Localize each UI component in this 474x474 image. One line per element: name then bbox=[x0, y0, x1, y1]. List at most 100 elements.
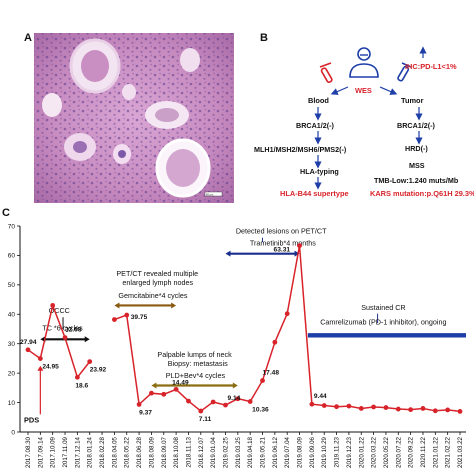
detected-label: Detected lesions on PET/CT bbox=[236, 226, 327, 235]
chart-annotations: PDS OCCC TC *6 cycles PET/CT revealed multi… bbox=[24, 226, 466, 425]
data-point bbox=[346, 403, 352, 409]
tumor-result: KARS mutation:p.Q61H 29.3% bbox=[370, 189, 474, 198]
data-point bbox=[62, 335, 68, 340]
line-chart: PDS OCCC TC *6 cycles PET/CT revealed multi… bbox=[8, 223, 466, 468]
tram-bracket-left-head bbox=[225, 250, 231, 257]
data-label: 7.11 bbox=[199, 416, 212, 423]
x-tick-label: 2017.11.09 bbox=[62, 436, 69, 467]
data-point bbox=[124, 312, 130, 318]
y-tick-label: 0 bbox=[11, 429, 15, 436]
scale-bar-label: 50 μm bbox=[206, 193, 213, 197]
x-tick-label: 2020.05.22 bbox=[383, 436, 390, 468]
data-point bbox=[186, 398, 191, 404]
chart-y-ticks: 0 10 20 30 40 50 60 70 bbox=[8, 223, 20, 436]
data-label: 17.48 bbox=[263, 370, 280, 377]
camre-bar bbox=[307, 333, 466, 338]
palpable-label: Palpable lumps of neck bbox=[157, 350, 232, 359]
chart-series bbox=[25, 243, 463, 414]
x-tick-label: 2018.05.22 bbox=[124, 436, 131, 468]
vial-icon bbox=[397, 62, 412, 82]
gem-bracket-left-head bbox=[114, 302, 120, 309]
pld-bracket-right-head bbox=[232, 382, 238, 389]
x-tick-label: 2018.09.07 bbox=[161, 436, 168, 468]
data-label: 9.44 bbox=[314, 393, 327, 400]
tc-bracket-right-head bbox=[84, 336, 90, 343]
y-tick-label: 20 bbox=[8, 370, 16, 377]
x-tick-label: 2019.05.21 bbox=[260, 436, 267, 468]
x-tick-label: 2017.12.14 bbox=[74, 436, 81, 468]
y-tick-label: 50 bbox=[8, 282, 16, 289]
data-label: 32.08 bbox=[65, 327, 82, 334]
data-label: 39.75 bbox=[131, 314, 148, 321]
data-point bbox=[25, 347, 31, 353]
data-point bbox=[161, 391, 167, 397]
arrow-wes-blood bbox=[330, 86, 349, 95]
x-tick-label: 2018.04.05 bbox=[111, 436, 118, 468]
data-point bbox=[260, 378, 265, 383]
tumor-label: Tumor bbox=[401, 96, 424, 105]
tram-label: Trametinib*4 months bbox=[250, 239, 316, 248]
x-tick-label: 2019.04.18 bbox=[247, 436, 254, 468]
x-tick-label: 2019.07.04 bbox=[284, 436, 291, 468]
data-point bbox=[37, 356, 43, 361]
occc-label: OCCC bbox=[49, 306, 70, 315]
data-point bbox=[210, 399, 216, 405]
data-point bbox=[334, 404, 339, 410]
x-tick-label: 2018.10.08 bbox=[173, 436, 180, 468]
x-tick-label: 2021.02.22 bbox=[445, 436, 452, 468]
data-point bbox=[408, 407, 414, 413]
tumor-item-3: MSS bbox=[409, 161, 425, 170]
x-tick-label: 2021.01.22 bbox=[432, 436, 439, 468]
panel-letter-a: A bbox=[24, 32, 32, 44]
x-tick-label: 2019.03.25 bbox=[235, 436, 242, 468]
data-point bbox=[247, 399, 253, 404]
series-line bbox=[27, 245, 461, 413]
biopsy-label: Biopsy: metastasis bbox=[168, 359, 228, 368]
x-tick-label: 2018.11.13 bbox=[185, 436, 192, 467]
x-tick-label: 2018.01.24 bbox=[87, 436, 94, 468]
data-point bbox=[395, 406, 401, 412]
data-label: 18.6 bbox=[75, 382, 88, 389]
data-label: 10.36 bbox=[252, 407, 269, 414]
data-point bbox=[235, 396, 241, 402]
data-point bbox=[321, 403, 327, 408]
data-point bbox=[112, 317, 117, 322]
data-point bbox=[309, 401, 315, 407]
data-label: 14.49 bbox=[172, 379, 189, 386]
data-label: 63.31 bbox=[274, 247, 291, 254]
data-point bbox=[223, 402, 228, 408]
data-label: 23.92 bbox=[90, 367, 107, 374]
x-tick-label: 2018.02.28 bbox=[99, 436, 106, 468]
x-tick-label: 2017.10.09 bbox=[50, 436, 57, 468]
x-tick-label: 2018.12.07 bbox=[198, 436, 205, 468]
data-point bbox=[136, 402, 142, 407]
tumor-item-4: TMB-Low:1.240 muts/Mb bbox=[374, 176, 459, 185]
chart-data-labels: 27.94 24.95 32.08 18.6 23.92 39.75 9.37 14.49 7.… bbox=[20, 247, 327, 423]
data-label: 9.37 bbox=[139, 409, 152, 416]
tram-bracket-right-head bbox=[294, 250, 300, 257]
pld-bracket-left-head bbox=[151, 382, 157, 389]
blood-item-1: BRCA1/2(-) bbox=[296, 121, 335, 130]
data-point bbox=[371, 404, 376, 410]
petct-label-2: enlarged lymph nodes bbox=[122, 278, 193, 287]
x-tick-label: 2018.06.28 bbox=[136, 436, 143, 468]
data-label: 24.95 bbox=[42, 364, 59, 371]
blood-item-3: HLA-typing bbox=[300, 167, 339, 176]
x-tick-label: 2020.11.22 bbox=[420, 436, 427, 467]
chart-axes bbox=[19, 226, 466, 433]
y-tick-label: 70 bbox=[8, 223, 16, 230]
sustained-label: Sustained CR bbox=[361, 303, 405, 312]
x-tick-label: 2020.07.22 bbox=[395, 436, 402, 468]
petct-label-1: PET/CT revealed multiple bbox=[116, 269, 198, 278]
data-point bbox=[173, 386, 179, 392]
data-point bbox=[50, 303, 56, 308]
data-point bbox=[272, 339, 278, 345]
test-tube-icon bbox=[319, 62, 333, 83]
data-point bbox=[358, 406, 364, 411]
data-point bbox=[284, 311, 290, 317]
x-tick-label: 2019.09.06 bbox=[309, 436, 316, 468]
tumor-item-2: HRD(-) bbox=[405, 144, 428, 153]
tc-label: TC *6 cycles bbox=[42, 323, 83, 332]
blood-item-2: MLH1/MSH2/MSH6/PMS2(-) bbox=[254, 145, 347, 154]
